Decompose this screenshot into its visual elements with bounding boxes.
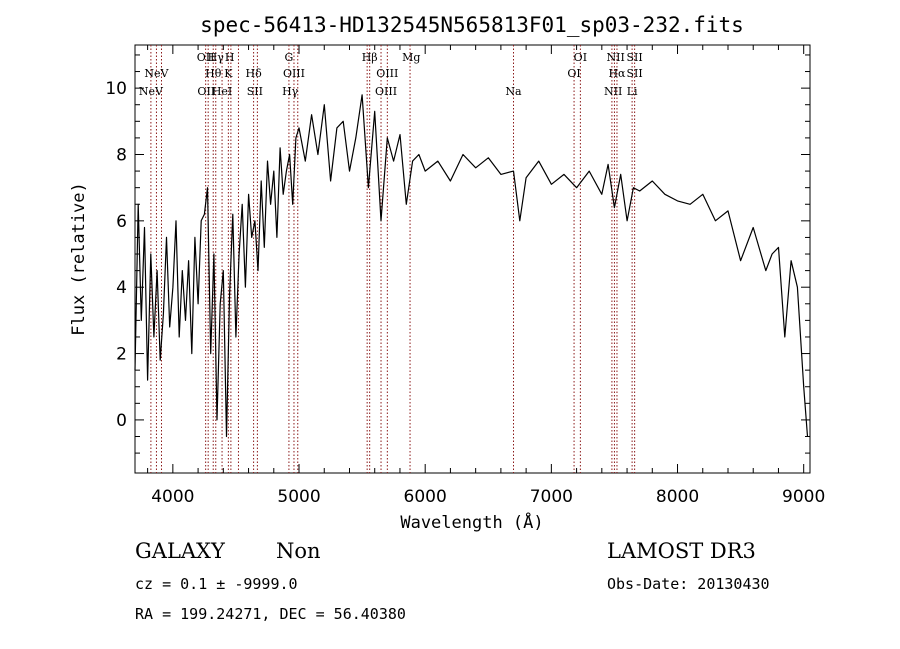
x-axis-label: Wavelength (Å) (400, 511, 543, 533)
y-tick-label: 6 (116, 212, 127, 232)
line-label: SII (627, 51, 643, 64)
line-label: G (285, 51, 294, 64)
line-label: Li (627, 85, 638, 98)
x-tick-label: 5000 (277, 487, 320, 507)
x-tick-label: 7000 (530, 487, 573, 507)
line-label: OI (567, 67, 580, 80)
line-label: Hγ (208, 51, 225, 64)
line-label: HeI (212, 85, 232, 98)
line-label: H (225, 51, 235, 64)
y-axis-label: Flux (relative) (69, 182, 89, 336)
line-label: Hγ (282, 85, 299, 98)
y-tick-label: 10 (105, 79, 127, 99)
line-label: Hβ (362, 51, 378, 64)
object-subclass: Non (276, 539, 321, 563)
x-tick-label: 9000 (782, 487, 825, 507)
redshift-readout: cz = 0.1 ± -9999.0 (135, 575, 298, 593)
observation-date: Obs-Date: 20130430 (607, 575, 770, 593)
line-label: OIII (283, 67, 305, 80)
line-label: OIII (376, 67, 398, 80)
line-label: NII (604, 85, 622, 98)
line-label: OIII (375, 85, 397, 98)
line-label: K (224, 67, 233, 80)
emission-line-markers (150, 45, 636, 473)
chart-title: spec-56413-HD132545N565813F01_sp03-232.f… (200, 13, 744, 37)
spectrum-series (134, 94, 809, 438)
spectrum-line (134, 94, 809, 438)
y-tick-label: 0 (116, 411, 127, 431)
line-label: OII (197, 51, 215, 64)
x-axis-ticks: 4000 5000 6000 7000 8000 9000 (147, 45, 825, 507)
y-tick-label: 8 (116, 145, 127, 165)
y-tick-label: 2 (116, 345, 127, 365)
line-label: NeV (139, 85, 164, 98)
line-label: NII (607, 51, 625, 64)
line-label: Hθ (205, 67, 222, 80)
line-label: NeV (144, 67, 169, 80)
line-label: SII (247, 85, 263, 98)
survey-name: LAMOST DR3 (607, 539, 756, 563)
line-label: Na (505, 85, 522, 98)
y-tick-label: 4 (116, 278, 127, 298)
coordinates-readout: RA = 199.24271, DEC = 56.40380 (135, 605, 406, 623)
x-tick-label: 8000 (656, 487, 699, 507)
y-axis-ticks: 0 2 4 6 8 10 (105, 54, 810, 454)
x-tick-label: 4000 (151, 487, 194, 507)
line-label: Hδ (245, 67, 262, 80)
line-label: Mg (402, 51, 420, 64)
object-class: GALAXY (135, 539, 226, 563)
line-label: OII (197, 85, 215, 98)
plot-frame (134, 44, 811, 474)
x-tick-label: 6000 (404, 487, 447, 507)
line-label: SII (627, 67, 643, 80)
line-label: Hα (608, 67, 626, 80)
line-label: OI (574, 51, 587, 64)
